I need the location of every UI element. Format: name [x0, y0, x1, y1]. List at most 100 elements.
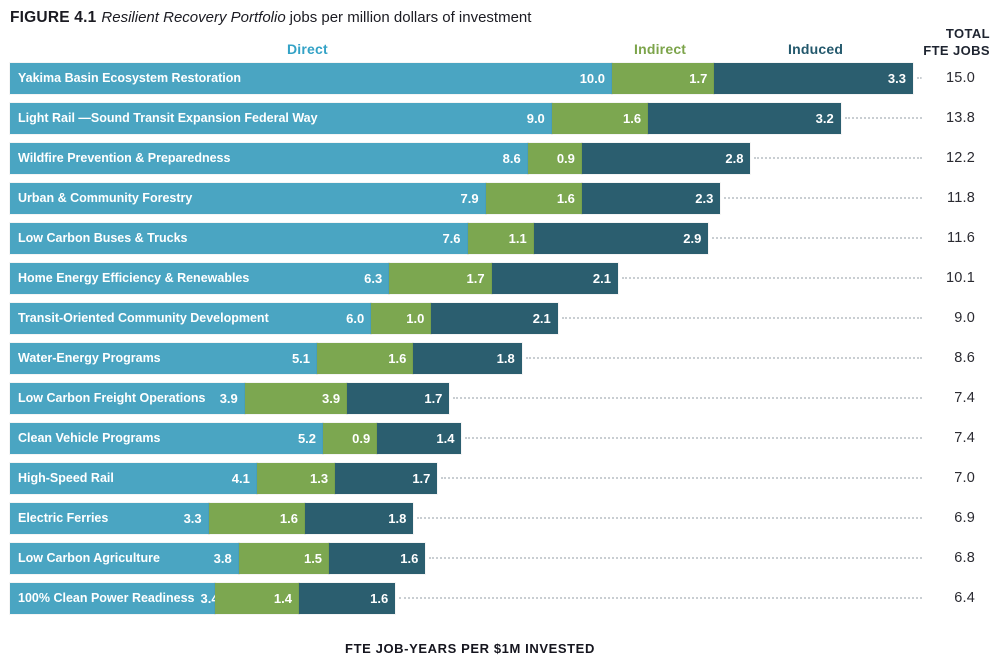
leader-line — [916, 77, 922, 79]
segment-value: 2.9 — [683, 230, 702, 246]
segment-value: 7.9 — [460, 190, 479, 206]
total-value: 8.6 — [954, 350, 975, 366]
segment-indirect: 1.7 — [389, 262, 492, 294]
segment-value: 1.7 — [412, 470, 431, 486]
leader-line — [844, 117, 922, 119]
category-label: Low Carbon Freight Operations — [18, 391, 206, 405]
bar-row: Low Carbon Buses & Trucks 7.6 1.1 2.9 11.6 — [10, 218, 1000, 258]
segment-value: 1.3 — [309, 470, 329, 486]
category-label: Wildfire Prevention & Preparedness — [18, 151, 231, 165]
segment-indirect: 1.1 — [467, 222, 534, 254]
segment-direct: Low Carbon Buses & Trucks 7.6 — [10, 222, 468, 254]
total-header-line1: TOTAL — [945, 26, 990, 41]
segment-value: 3.8 — [213, 550, 232, 566]
segment-value: 2.3 — [695, 190, 714, 206]
segment-value: 5.1 — [291, 350, 311, 366]
figure-title-italic: Resilient Recovery Portfolio — [101, 9, 286, 26]
segment-induced: 1.8 — [304, 502, 414, 534]
segment-value: 1.6 — [388, 350, 407, 366]
segment-indirect: 1.7 — [612, 62, 715, 94]
segment-induced: 3.3 — [714, 62, 913, 94]
segment-indirect: 1.5 — [238, 542, 330, 574]
total-value: 12.2 — [945, 150, 975, 166]
segment-induced: 2.9 — [533, 222, 709, 254]
total-value: 13.8 — [945, 110, 975, 126]
figure-title: FIGURE 4.1 Resilient Recovery Portfolio jo… — [10, 9, 531, 27]
segment-induced: 2.1 — [491, 262, 618, 294]
segment-induced: 3.2 — [648, 102, 841, 134]
bar-row: Low Carbon Freight Operations 3.9 3.9 1.7 7.… — [10, 378, 1000, 418]
leader-line — [754, 157, 922, 159]
segment-value: 1.6 — [279, 510, 298, 526]
segment-value: 1.7 — [424, 390, 443, 406]
segment-value: 1.0 — [406, 310, 425, 326]
segment-value: 3.3 — [887, 70, 906, 86]
segment-value: 1.6 — [556, 190, 575, 206]
segment-direct: Electric Ferries 3.3 — [10, 502, 209, 534]
bar-row: High-Speed Rail 4.1 1.3 1.7 7.0 — [10, 458, 1000, 498]
segment-direct: Transit-Oriented Community Development 6.… — [10, 302, 372, 334]
segment-value: 1.1 — [508, 230, 527, 246]
segment-induced: 1.6 — [298, 582, 396, 614]
segment-direct: High-Speed Rail 4.1 — [10, 462, 257, 494]
legend-induced: Induced — [788, 41, 844, 57]
category-label: Transit-Oriented Community Development — [18, 311, 269, 325]
segment-value: 1.8 — [496, 350, 515, 366]
segment-value: 1.7 — [466, 270, 485, 286]
leader-line — [429, 557, 922, 559]
category-label: High-Speed Rail — [18, 471, 114, 485]
bar-row: Transit-Oriented Community Development 6.… — [10, 298, 1000, 338]
segment-indirect: 1.3 — [256, 462, 336, 494]
segment-direct: Wildfire Prevention & Preparedness 8.6 — [10, 142, 528, 174]
leader-line — [417, 517, 922, 519]
segment-value: 8.6 — [502, 150, 521, 166]
segment-indirect: 1.6 — [208, 502, 305, 534]
category-label: Home Energy Efficiency & Renewables — [18, 271, 250, 285]
total-value: 11.8 — [947, 190, 975, 206]
total-value: 11.6 — [947, 230, 975, 246]
segment-value: 2.1 — [592, 270, 611, 286]
segment-indirect: 0.9 — [323, 422, 378, 454]
leader-line — [724, 197, 922, 199]
segment-direct: Low Carbon Agriculture 3.8 — [10, 542, 239, 574]
category-label: Electric Ferries — [18, 511, 109, 525]
segment-indirect: 1.0 — [371, 302, 432, 334]
category-label: Light Rail —Sound Transit Expansion Fede… — [18, 111, 318, 125]
category-label: Low Carbon Buses & Trucks — [18, 231, 188, 245]
segment-direct: Clean Vehicle Programs 5.2 — [10, 422, 324, 454]
segment-value: 1.7 — [689, 70, 708, 86]
leader-line — [525, 357, 922, 359]
segment-value: 9.0 — [526, 110, 545, 126]
leader-line — [561, 317, 922, 319]
segment-induced: 1.6 — [329, 542, 426, 574]
leader-line — [621, 277, 922, 279]
legend-indirect: Indirect — [634, 41, 687, 57]
x-axis-caption: FTE JOB-YEARS PER $1M INVESTED — [345, 641, 595, 656]
segment-direct: Light Rail —Sound Transit Expansion Fede… — [10, 102, 552, 134]
segment-value: 0.9 — [352, 430, 371, 446]
bar-row: Wildfire Prevention & Preparedness 8.6 0.9… — [10, 138, 1000, 178]
segment-induced: 1.7 — [347, 382, 450, 414]
segment-direct: Yakima Basin Ecosystem Restoration 10.0 — [10, 62, 612, 94]
bar-row: Urban & Community Forestry 7.9 1.6 2.3 11.8 — [10, 178, 1000, 218]
bar-row: Low Carbon Agriculture 3.8 1.5 1.6 6.8 — [10, 538, 1000, 578]
leader-line — [399, 597, 922, 599]
total-value: 6.8 — [954, 550, 975, 566]
leader-line — [441, 477, 922, 479]
legend-direct: Direct — [287, 41, 328, 57]
category-label: 100% Clean Power Readiness — [18, 591, 195, 605]
segment-indirect: 1.6 — [317, 342, 414, 374]
segment-value: 4.1 — [231, 470, 250, 486]
segment-induced: 1.4 — [377, 422, 462, 454]
segment-value: 1.4 — [273, 590, 292, 606]
bar-row: 100% Clean Power Readiness 3.4 1.4 1.6 6.4 — [10, 578, 1000, 618]
segment-value: 6.3 — [364, 270, 383, 286]
segment-value: 1.5 — [303, 550, 323, 566]
segment-value: 3.9 — [322, 390, 341, 406]
bar-row: Clean Vehicle Programs 5.2 0.9 1.4 7.4 — [10, 418, 1000, 458]
total-column-header: TOTAL FTE JOBS — [923, 26, 990, 60]
bar-row: Light Rail —Sound Transit Expansion Fede… — [10, 98, 1000, 138]
segment-indirect: 1.4 — [214, 582, 299, 614]
category-label: Clean Vehicle Programs — [18, 431, 161, 445]
